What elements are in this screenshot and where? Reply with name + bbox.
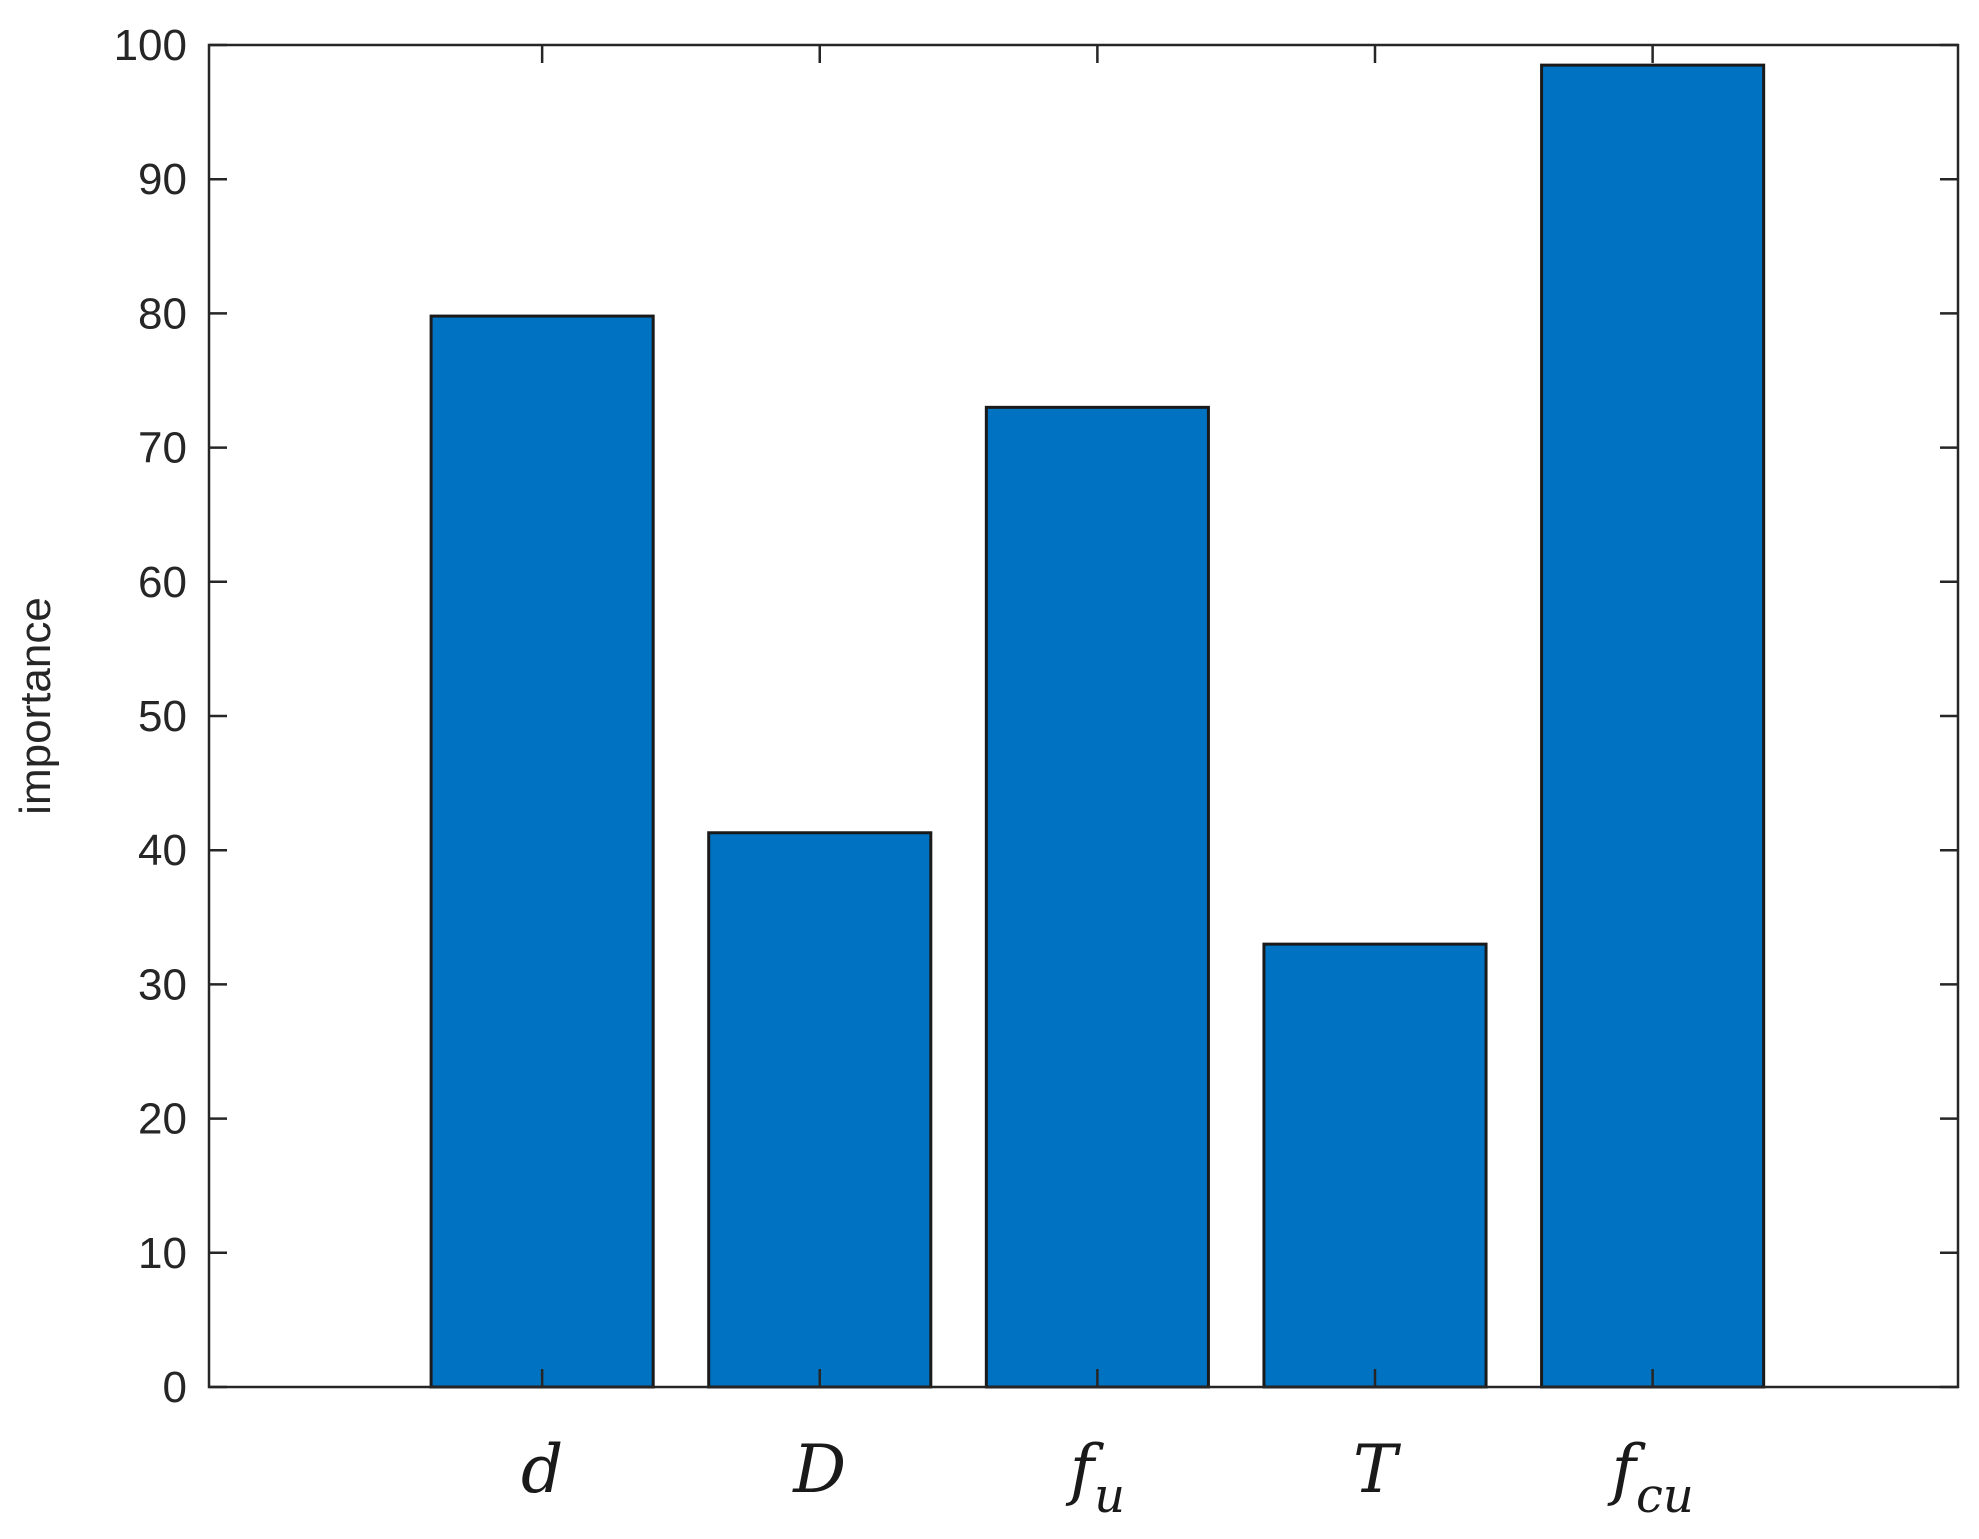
y-tick-label: 80 <box>138 289 187 338</box>
x-tick-label-base: D <box>792 1431 846 1508</box>
y-tick-label: 40 <box>138 826 187 875</box>
bar-3 <box>984 405 1210 1389</box>
y-tick-label: 100 <box>114 21 187 70</box>
bar-1 <box>429 314 655 1389</box>
y-tick-label: 0 <box>163 1363 187 1412</box>
x-tick-label: fcu <box>1607 1431 1694 1524</box>
y-tick-label: 70 <box>138 424 187 473</box>
bar-5 <box>1540 63 1766 1389</box>
x-tick-label-base: T <box>1353 1431 1402 1508</box>
bar-4 <box>1262 942 1488 1389</box>
y-tick-label: 90 <box>138 155 187 204</box>
axes-layer <box>207 43 1960 1389</box>
x-tick-label: D <box>792 1431 846 1508</box>
x-tick-label-subscript: cu <box>1636 1468 1694 1524</box>
y-tick-labels: 0 10 20 30 40 50 60 70 80 90 100 <box>114 21 187 1412</box>
y-axis-label: importance <box>11 597 60 815</box>
y-tick-label: 10 <box>138 1229 187 1278</box>
y-tick-label: 30 <box>138 960 187 1009</box>
x-tick-label-base: d <box>521 1431 563 1508</box>
y-tick-label: 20 <box>138 1095 187 1144</box>
y-tick-label: 50 <box>138 692 187 741</box>
x-tick-label: T <box>1353 1431 1402 1508</box>
y-tick-label: 60 <box>138 558 187 607</box>
x-tick-label: fu <box>1065 1431 1125 1524</box>
x-tick-label-subscript: u <box>1094 1468 1125 1524</box>
bar-2 <box>707 831 933 1389</box>
bars-layer <box>429 63 1766 1389</box>
x-tick-label: d <box>521 1431 563 1508</box>
